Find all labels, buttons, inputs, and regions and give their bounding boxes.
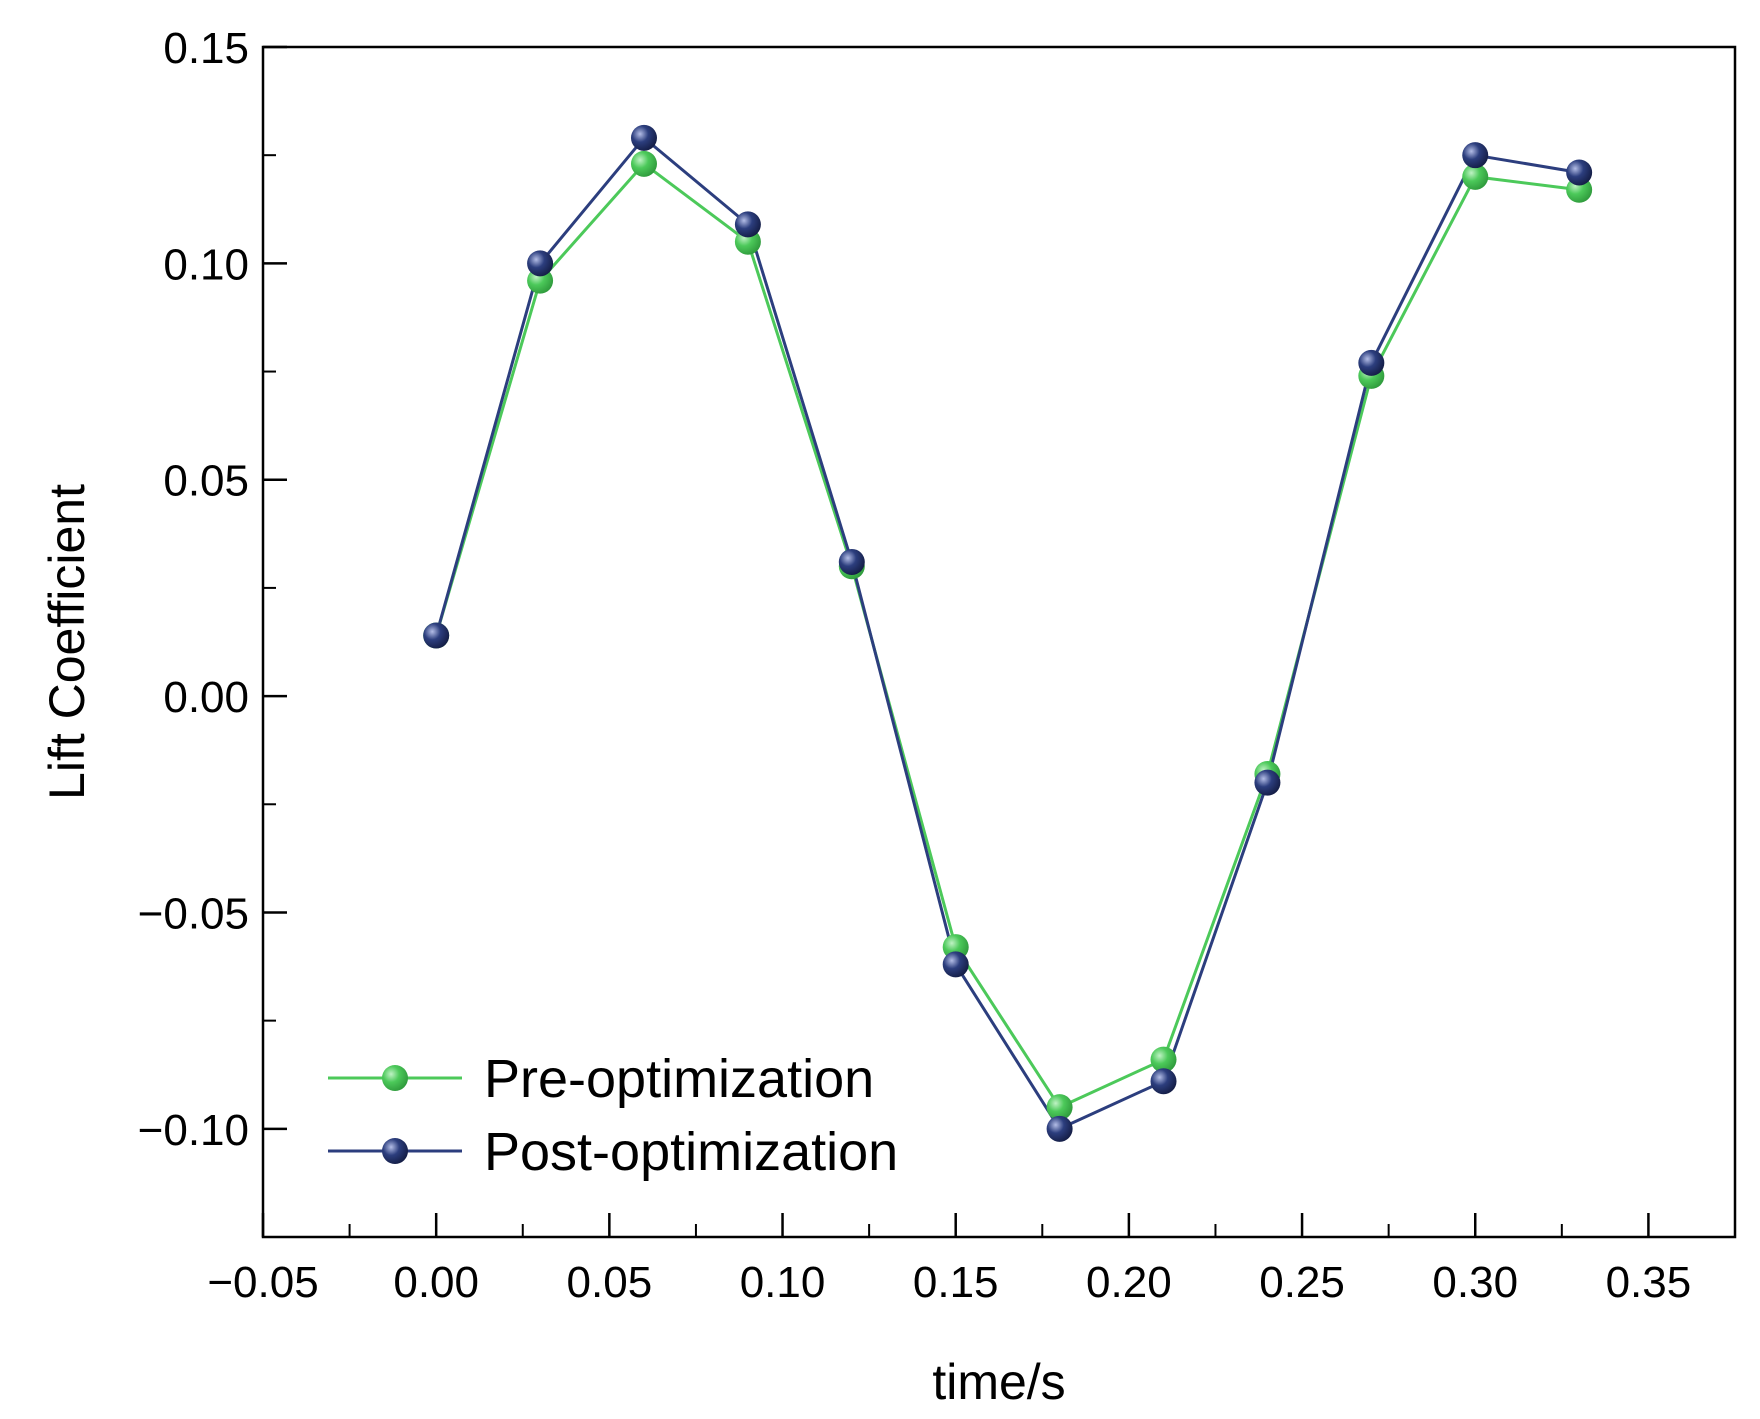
x-axis-title: time/s <box>932 1354 1065 1410</box>
legend-label-pre-optimization: Pre-optimization <box>484 1049 874 1109</box>
point-post-optimization-5 <box>942 951 969 978</box>
legend-label-post-optimization: Post-optimization <box>484 1122 898 1182</box>
series-line-pre-optimization <box>434 162 1580 1109</box>
point-pre-optimization-2 <box>630 150 657 177</box>
y-tick-label-0p15: 0.15 <box>163 24 249 73</box>
y-tick-label-neg0p05: −0.05 <box>138 889 249 938</box>
x-axis-ticks: −0.05 0.00 0.05 0.10 0.15 0.20 0.25 0.30 0.35 <box>207 1213 1691 1307</box>
point-post-optimization-1 <box>527 250 554 277</box>
point-post-optimization-9 <box>1358 349 1385 376</box>
x-tick-label-0p2: 0.20 <box>1086 1258 1172 1307</box>
point-post-optimization-2 <box>630 124 657 151</box>
series-layer <box>423 124 1593 1142</box>
point-post-optimization-6 <box>1046 1115 1073 1142</box>
point-post-optimization-11 <box>1566 159 1593 186</box>
x-tick-label-0p1: 0.10 <box>740 1258 826 1307</box>
legend: Pre-optimization Post-optimization <box>328 1049 898 1182</box>
x-tick-label-0p25: 0.25 <box>1259 1258 1345 1307</box>
y-tick-label-neg0p1: −0.10 <box>138 1106 249 1155</box>
x-tick-label-neg0p05: −0.05 <box>207 1258 318 1307</box>
plot-frame <box>261 45 1737 1239</box>
x-tick-label-0p35: 0.35 <box>1606 1258 1692 1307</box>
point-pre-optimization-7 <box>1150 1046 1177 1073</box>
legend-item-post-optimization: Post-optimization <box>328 1122 898 1182</box>
y-tick-label-0p05: 0.05 <box>163 457 249 506</box>
point-pre-optimization-10 <box>1462 163 1489 190</box>
y-axis-ticks: −0.10 −0.05 0.00 0.05 0.10 0.15 <box>138 24 287 1155</box>
x-tick-label-0p05: 0.05 <box>567 1258 653 1307</box>
series-line-post-optimization <box>434 136 1580 1131</box>
point-post-optimization-10 <box>1462 142 1489 169</box>
legend-item-pre-optimization: Pre-optimization <box>328 1049 874 1109</box>
point-post-optimization-4 <box>838 548 865 575</box>
point-post-optimization-7 <box>1150 1068 1177 1095</box>
point-post-optimization-0 <box>423 622 450 649</box>
point-pre-optimization-6 <box>1046 1094 1073 1121</box>
x-tick-label-0p15: 0.15 <box>913 1258 999 1307</box>
x-tick-label-0p3: 0.30 <box>1432 1258 1518 1307</box>
point-post-optimization-8 <box>1254 769 1281 796</box>
legend-marker-pre-optimization <box>382 1065 408 1091</box>
x-tick-label-0: 0.00 <box>393 1258 479 1307</box>
y-tick-label-0: 0.00 <box>163 673 249 722</box>
y-tick-label-0p1: 0.10 <box>163 240 249 289</box>
legend-marker-post-optimization <box>382 1138 408 1164</box>
y-axis-title: Lift Coefficient <box>39 484 95 800</box>
point-post-optimization-3 <box>734 211 761 238</box>
